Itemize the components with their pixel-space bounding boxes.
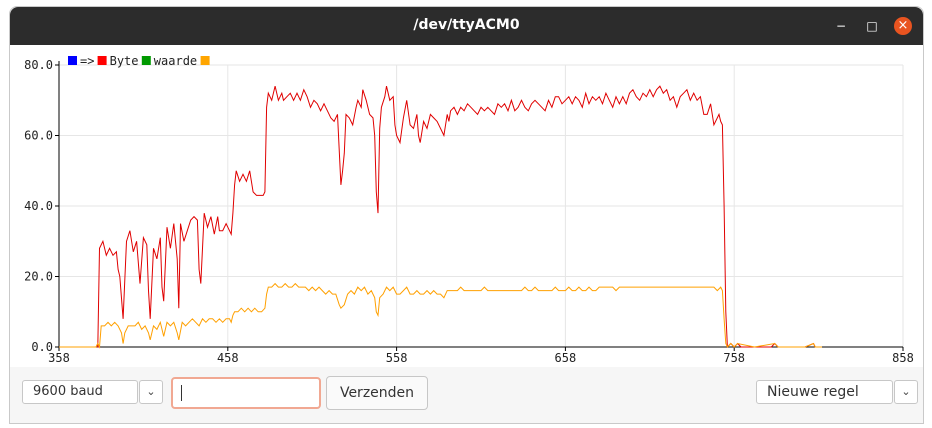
close-icon[interactable]: × [894,17,912,35]
series-line [59,85,822,349]
y-tick-label: 0.0 [31,340,53,354]
x-tick-label: 458 [217,351,239,365]
serial-plotter-window: /dev/ttyACM0 − □ × 0.0 20.0 40.0 60.0 80.0 35… [9,6,924,424]
baud-rate-select[interactable]: 9600 baud [22,380,138,404]
text-caret [181,385,182,401]
maximize-icon[interactable]: □ [866,19,878,33]
send-button[interactable]: Verzenden [326,376,428,410]
legend-swatch [141,56,151,65]
x-tick-label: 658 [555,351,577,365]
x-tick-label: 758 [723,351,745,365]
window-title: /dev/ttyACM0 [413,17,520,33]
legend-label: Byte [110,54,139,68]
controls-bar: 9600 baud ⌄ Verzenden Nieuwe regel ⌄ [10,367,923,423]
minimize-icon[interactable]: − [835,19,847,33]
legend-label: waarde [154,54,197,68]
legend-swatch [97,56,107,65]
legend: => Byte waarde [68,54,210,68]
legend-swatch [200,56,210,65]
plot-area: 0.0 20.0 40.0 60.0 80.0 358 458 558 658 758 858 =>… [10,45,923,367]
send-input[interactable] [171,377,321,409]
axes: 0.0 20.0 40.0 60.0 80.0 358 458 558 658 758 858 [24,58,914,365]
title-bar: /dev/ttyACM0 − □ × [10,7,923,45]
legend-label: => [80,54,94,68]
line-ending-dropdown-icon[interactable]: ⌄ [894,380,918,404]
line-ending-select[interactable]: Nieuwe regel [756,380,893,404]
x-tick-label: 858 [892,351,914,365]
series-line [59,282,822,349]
baud-dropdown-icon[interactable]: ⌄ [139,380,163,404]
series-group [59,85,822,349]
y-tick-label: 20.0 [24,270,53,284]
y-tick-label: 80.0 [24,58,53,72]
legend-swatch [68,56,77,65]
x-tick-label: 358 [48,351,70,365]
y-tick-label: 40.0 [24,199,53,213]
x-tick-label: 558 [386,351,408,365]
line-chart: 0.0 20.0 40.0 60.0 80.0 358 458 558 658 758 858 =>… [24,54,914,365]
y-tick-label: 60.0 [24,129,53,143]
